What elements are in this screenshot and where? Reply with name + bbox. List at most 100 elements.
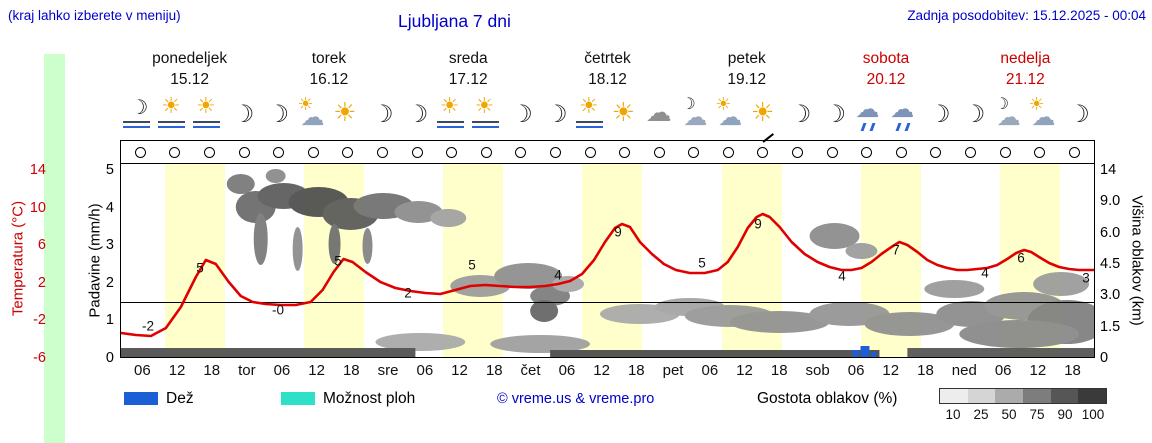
day-date: 20.12 [866,71,906,88]
weather-icon [1028,96,1058,134]
credit-link[interactable]: © vreme.us & vreme.pro [497,391,655,407]
cloud-scale-value: 50 [1001,407,1017,422]
day-header-row: ponedeljek 15.12 torek 16.12 sreda 17.12 četrt… [120,48,1095,92]
cloud-scale-segment [995,389,1024,403]
weather-icon [331,96,361,134]
weather-icon [610,96,640,134]
height-axis-tick: 4.5 [1100,255,1121,272]
cloud-scale-value: 75 [1029,407,1045,422]
wind-symbol [688,146,700,158]
height-axis-tick: 6.0 [1100,224,1121,241]
weather-icon [784,96,814,134]
temp-point-label: -0 [271,302,285,318]
wind-symbol [549,146,561,158]
x-axis-tick: 06 [273,362,291,379]
weather-icon [923,96,953,134]
x-axis-tick: 06 [558,362,576,379]
height-axis-tick: 3.0 [1100,287,1121,304]
cloud-scale-segment [1078,389,1107,403]
temp-point-label: 4 [838,268,846,284]
plot-area [121,164,1094,357]
weather-icon [157,96,187,134]
weather-icon [366,96,396,134]
x-axis-tick: 18 [627,362,645,379]
x-axis-ticks: 06 12 18 tor 06 12 18 sre 06 12 18 čet 06 12 18 pet 06 12… [120,362,1095,379]
day-date: 18.12 [588,71,627,88]
cloud-scale-segment [1023,389,1051,403]
weather-icon [993,96,1023,134]
weather-icons-row [120,94,1095,134]
x-axis-tick: 18 [203,362,221,379]
day-name: nedelja [1000,50,1051,67]
x-axis-tick: 12 [736,362,753,379]
last-update-text: Zadnja posodobitev: 15.12.2025 - 00:04 [907,8,1146,23]
wind-symbol [376,146,388,158]
weather-icon [1062,96,1092,134]
x-axis-tick: 12 [593,362,610,379]
x-axis-tick: 18 [485,362,503,379]
freezing-level-line [121,302,1094,303]
day-name: četrtek [584,50,631,67]
day-header: sreda 17.12 [399,48,538,92]
meteogram-plot [120,140,1095,358]
weather-icon [296,96,326,134]
weather-icon [749,96,779,134]
x-axis-tick: sob [805,362,830,379]
x-axis-tick: 06 [994,362,1012,379]
showers-legend-label: Možnost ploh [323,390,416,407]
precip-axis-tick: 3 [105,237,114,254]
precip-axis-tick: 4 [105,199,114,216]
temp-point-label: 7 [892,242,900,258]
temp-point-label: 4 [554,267,562,283]
rain-legend-swatch [124,392,158,405]
day-name: petek [727,50,766,67]
weather-icon [227,96,257,134]
wind-symbol [1034,146,1046,158]
rain-bars [852,346,877,357]
day-header: petek 19.12 [677,48,816,92]
day-date: 19.12 [727,71,767,88]
cloud-scale-segment [940,389,968,403]
day-name: sreda [448,50,488,67]
x-axis-tick: tor [238,362,256,379]
wind-symbol [584,146,596,158]
temp-point-label: -2 [141,318,155,334]
temp-point-label: 3 [1082,270,1090,286]
day-header: četrtek 18.12 [538,48,677,92]
weather-icon [471,96,501,134]
temperature-axis-ticks: 14 10 6 2 -2 -6 [0,162,46,366]
wind-symbol [480,146,492,158]
showers-legend-swatch [281,392,315,405]
cloud-scale-value: 90 [1057,407,1073,422]
x-axis-tick: 12 [882,362,900,379]
wind-symbol [930,146,942,158]
temperature-curve [121,212,1094,338]
x-axis-tick: čet [520,362,541,379]
wind-symbol [965,146,977,158]
weather-icon [888,96,918,134]
weather-icon [714,96,744,134]
temp-axis-tick: 6 [37,237,46,254]
wind-symbol [722,146,734,158]
weather-icon [436,96,466,134]
x-axis-tick: 12 [1029,362,1047,379]
cloud-scale-segment [1050,389,1079,403]
wind-band [121,141,1094,164]
weather-icon [122,96,152,134]
height-axis-tick: 14 [1100,162,1117,178]
wind-symbol [826,146,838,158]
temp-axis-tick: -2 [33,312,46,329]
wind-symbol [515,146,527,158]
height-axis-tick: 1.5 [1100,318,1121,335]
x-axis-tick: ned [951,362,977,379]
x-axis-tick: pet [662,362,684,379]
temp-point-label: 9 [754,216,762,232]
wind-symbol [895,146,907,158]
weather-icon [505,96,535,134]
day-name: sobota [862,50,910,67]
weather-icon [679,96,709,134]
x-axis-tick: 06 [416,362,434,379]
weather-icon [575,96,605,134]
temp-point-label: 9 [614,224,622,240]
weather-icon [262,96,292,134]
